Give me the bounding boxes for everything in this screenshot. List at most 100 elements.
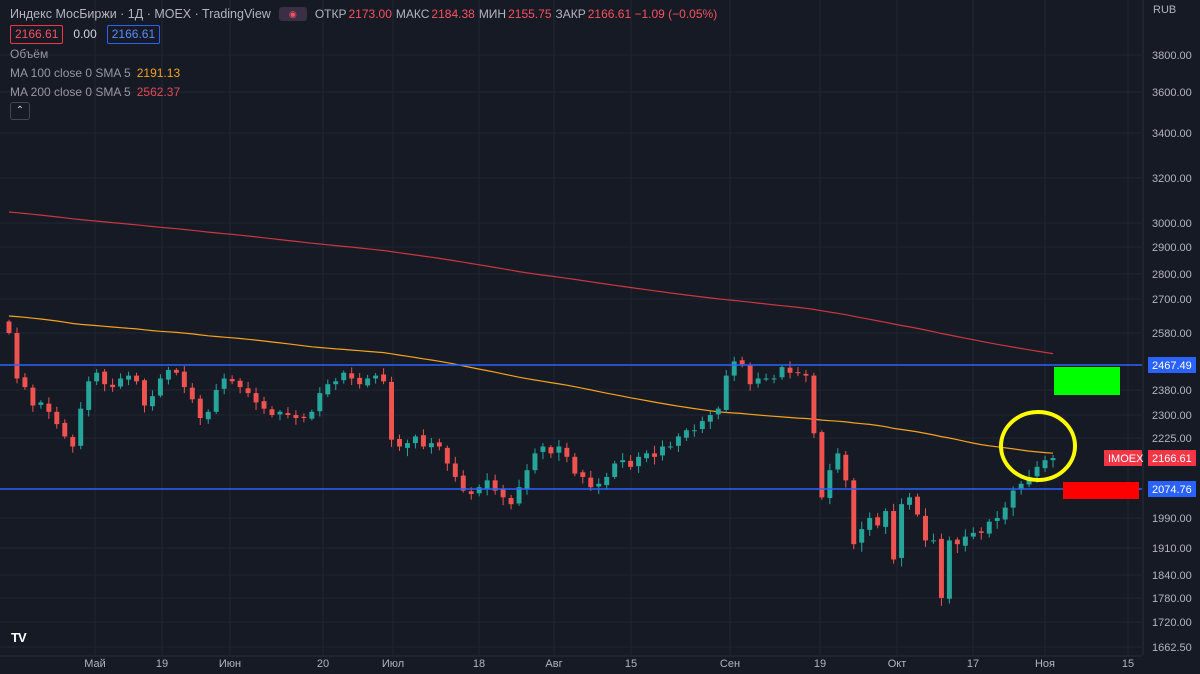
- collapse-legend-button[interactable]: ⌃: [10, 101, 30, 120]
- candle[interactable]: [675, 433, 681, 452]
- price-axis[interactable]: 3800.00 3600.00 3400.00 3200.00 3000.00 2900.…: [1104, 0, 1196, 655]
- candle[interactable]: [699, 416, 705, 434]
- candle[interactable]: [1002, 502, 1008, 525]
- candle[interactable]: [436, 438, 442, 451]
- candle[interactable]: [795, 367, 801, 377]
- candle[interactable]: [500, 484, 506, 506]
- candle[interactable]: [962, 529, 968, 552]
- candle[interactable]: [644, 450, 650, 463]
- candle[interactable]: [221, 373, 227, 395]
- candle[interactable]: [317, 387, 323, 417]
- candle[interactable]: [157, 374, 163, 398]
- candle[interactable]: [245, 381, 251, 398]
- candle[interactable]: [197, 394, 203, 426]
- candle[interactable]: [1042, 455, 1048, 472]
- candle[interactable]: [181, 365, 187, 394]
- candle[interactable]: [827, 463, 833, 505]
- candle[interactable]: [22, 373, 28, 390]
- candle[interactable]: [229, 375, 235, 385]
- candle[interactable]: [923, 508, 928, 547]
- candle[interactable]: [811, 372, 817, 438]
- candle[interactable]: [46, 397, 52, 419]
- candle[interactable]: [532, 448, 538, 474]
- candle[interactable]: [444, 445, 450, 471]
- candle[interactable]: [62, 419, 68, 439]
- candle[interactable]: [269, 406, 275, 418]
- candle[interactable]: [572, 453, 578, 477]
- candle[interactable]: [412, 434, 418, 449]
- ma100-name[interactable]: MA 100 close 0 SMA 5: [10, 65, 131, 80]
- candle[interactable]: [516, 479, 522, 506]
- candle[interactable]: [349, 367, 355, 386]
- candle[interactable]: [819, 430, 825, 500]
- candle[interactable]: [357, 373, 363, 389]
- candle[interactable]: [126, 371, 132, 386]
- candle[interactable]: [548, 445, 554, 458]
- eye-icon[interactable]: ◉: [278, 6, 307, 21]
- candle[interactable]: [540, 443, 546, 460]
- candle[interactable]: [94, 369, 100, 386]
- candle[interactable]: [580, 469, 586, 484]
- candle[interactable]: [277, 409, 283, 421]
- candle[interactable]: [373, 373, 379, 384]
- candle[interactable]: [691, 424, 697, 437]
- candle[interactable]: [381, 368, 387, 385]
- candle[interactable]: [715, 406, 721, 420]
- ma200-name[interactable]: MA 200 close 0 SMA 5: [10, 84, 131, 99]
- candle[interactable]: [915, 493, 920, 517]
- candle[interactable]: [365, 374, 371, 388]
- candle[interactable]: [333, 377, 339, 390]
- candle[interactable]: [843, 450, 849, 488]
- candle[interactable]: [38, 400, 44, 409]
- candle[interactable]: [938, 533, 944, 606]
- candle[interactable]: [835, 448, 841, 473]
- candle[interactable]: [747, 362, 753, 391]
- candle[interactable]: [189, 383, 195, 404]
- candle[interactable]: [484, 473, 490, 496]
- candle[interactable]: [237, 378, 243, 394]
- candle[interactable]: [213, 383, 219, 415]
- candle[interactable]: [556, 440, 562, 461]
- candle[interactable]: [851, 477, 857, 550]
- candle[interactable]: [1018, 481, 1024, 495]
- candles[interactable]: [6, 319, 1056, 606]
- candle[interactable]: [875, 513, 881, 529]
- candle[interactable]: [420, 429, 426, 450]
- volume-label[interactable]: Объём: [10, 46, 49, 61]
- candle[interactable]: [707, 411, 713, 430]
- candle[interactable]: [285, 407, 291, 419]
- candle[interactable]: [986, 519, 992, 538]
- candle[interactable]: [508, 494, 514, 510]
- candle[interactable]: [142, 378, 147, 413]
- candle[interactable]: [683, 428, 689, 442]
- candle[interactable]: [604, 472, 610, 490]
- candle[interactable]: [397, 434, 402, 451]
- candle[interactable]: [325, 379, 331, 398]
- candle[interactable]: [30, 384, 36, 412]
- candle[interactable]: [636, 452, 642, 473]
- candle[interactable]: [70, 434, 76, 453]
- candle[interactable]: [731, 356, 737, 382]
- candle[interactable]: [771, 374, 777, 384]
- candle[interactable]: [899, 498, 905, 567]
- candle[interactable]: [1050, 454, 1056, 468]
- candle[interactable]: [476, 484, 482, 497]
- candle[interactable]: [596, 478, 602, 494]
- candle[interactable]: [779, 364, 785, 380]
- candle[interactable]: [118, 373, 124, 389]
- candle[interactable]: [1010, 486, 1016, 516]
- candle[interactable]: [6, 319, 12, 335]
- candle[interactable]: [970, 527, 976, 540]
- candle[interactable]: [564, 442, 570, 463]
- candle[interactable]: [667, 441, 673, 450]
- candle[interactable]: [628, 455, 634, 470]
- candle[interactable]: [452, 456, 458, 482]
- tradingview-logo-icon[interactable]: TV: [11, 630, 27, 645]
- candle[interactable]: [930, 533, 936, 544]
- candle[interactable]: [165, 366, 171, 385]
- candle[interactable]: [309, 409, 315, 421]
- candle[interactable]: [134, 372, 139, 385]
- candle[interactable]: [612, 460, 618, 479]
- candle[interactable]: [978, 527, 984, 540]
